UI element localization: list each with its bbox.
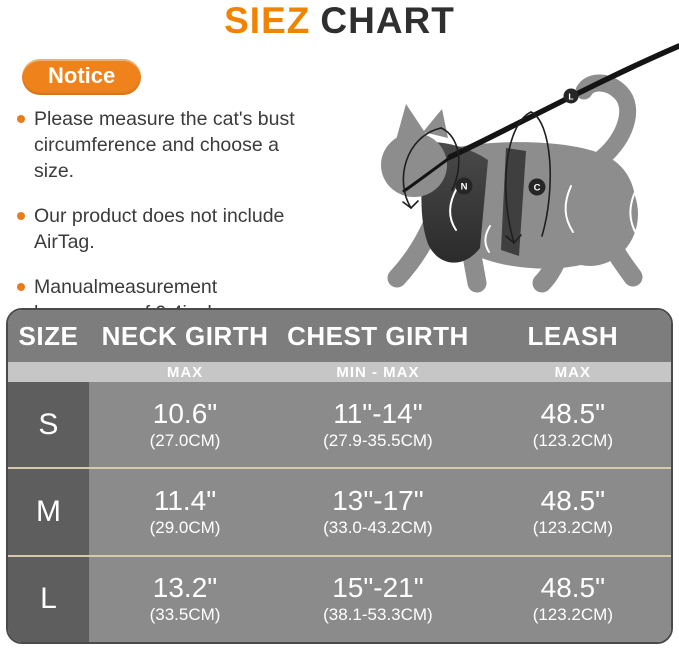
title-highlight: SIEZ xyxy=(224,0,311,41)
bullet-icon xyxy=(17,115,25,123)
table-subheader-row: MAX MIN - MAX MAX xyxy=(8,362,671,382)
leash-marker-label: L xyxy=(568,92,573,102)
neck-girth-cell: 10.6" (27.0CM) xyxy=(89,382,281,467)
value-inches: 13"-17" xyxy=(332,484,424,516)
notice-item: Our product does not include AirTag. xyxy=(16,203,316,255)
measurement-arrows xyxy=(402,111,551,244)
value-cm: (123.2CM) xyxy=(532,517,613,537)
size-chart-table: SIZE NECK GIRTH CHEST GIRTH LEASH MAX MI… xyxy=(6,308,673,644)
neck-marker-icon xyxy=(455,177,473,195)
notice-badge: Notice xyxy=(22,59,142,95)
neck-girth-cell: 11.4" (29.0CM) xyxy=(89,469,281,554)
column-header-neck-girth: NECK GIRTH xyxy=(101,320,269,351)
notice-badge-label: Notice xyxy=(48,63,116,88)
size-cell: S xyxy=(8,382,89,468)
chest-girth-cell: 11"-14" (27.9-35.5CM) xyxy=(281,382,475,467)
bullet-icon xyxy=(17,283,25,291)
leash-cell: 48.5" (123.2CM) xyxy=(475,557,671,642)
value-inches: 15"-21" xyxy=(332,572,424,604)
table-row-size-m: M 11.4" (29.0CM) 13"-17" (33.0-43.2CM) 4… xyxy=(8,467,671,555)
cat-illustration-svg: N C L xyxy=(381,43,679,293)
value-cm: (29.0CM) xyxy=(149,517,221,537)
leash-cell: 48.5" (123.2CM) xyxy=(475,382,671,467)
size-cell: M xyxy=(8,469,89,555)
cat-harness-illustration: N C L xyxy=(338,38,679,304)
subheader-chest-minmax: MIN - MAX xyxy=(336,363,420,381)
chest-girth-cell: 13"-17" (33.0-43.2CM) xyxy=(281,469,475,554)
leash-marker-icon xyxy=(563,88,579,104)
value-cm: (27.0CM) xyxy=(149,430,221,450)
fur-accent-lines xyxy=(449,185,638,253)
subheader-neck-max: MAX xyxy=(166,363,204,381)
value-cm: (27.9-35.5CM) xyxy=(323,430,433,450)
value-inches: 11"-14" xyxy=(333,397,423,429)
leash-neck-line xyxy=(402,155,453,193)
leash-line xyxy=(447,43,679,160)
value-cm: (33.0-43.2CM) xyxy=(323,517,433,537)
notice-item: Please measure the cat's bust circumfere… xyxy=(16,106,316,184)
cat-haunch xyxy=(542,162,638,266)
value-inches: 11.4" xyxy=(153,484,217,516)
value-inches: 48.5" xyxy=(540,484,606,516)
chest-marker-icon xyxy=(528,178,546,196)
title-rest: CHART xyxy=(320,0,455,41)
value-cm: (123.2CM) xyxy=(532,430,613,450)
notice-item-text: Please measure the cat's bust circumfere… xyxy=(34,108,295,182)
size-cell: L xyxy=(8,556,89,642)
chest-girth-cell: 15"-21" (38.1-53.3CM) xyxy=(281,557,475,642)
value-inches: 13.2" xyxy=(152,572,218,604)
value-inches: 48.5" xyxy=(540,397,606,429)
column-header-chest-girth: CHEST GIRTH xyxy=(287,320,469,351)
neck-marker-label: N xyxy=(461,182,468,193)
value-cm: (33.5CM) xyxy=(149,605,221,625)
cat-head xyxy=(381,104,448,197)
table-row-size-s: S 10.6" (27.0CM) 11"-14" (27.9-35.5CM) 4… xyxy=(8,382,671,468)
cat-tail xyxy=(575,74,637,167)
table-row-size-l: L 13.2" (33.5CM) 15"-21" (38.1-53.3CM) 4… xyxy=(8,554,671,642)
value-inches: 10.6" xyxy=(152,397,218,429)
table-header-row: SIZE NECK GIRTH CHEST GIRTH LEASH xyxy=(8,310,671,362)
column-header-size: SIZE xyxy=(18,320,79,351)
bullet-icon xyxy=(17,212,25,220)
notice-item-text: Our product does not include AirTag. xyxy=(34,205,285,253)
neck-girth-cell: 13.2" (33.5CM) xyxy=(89,557,281,642)
leash-cell: 48.5" (123.2CM) xyxy=(475,469,671,554)
value-cm: (123.2CM) xyxy=(532,605,613,625)
value-cm: (38.1-53.3CM) xyxy=(323,605,433,625)
harness-chest-strap xyxy=(501,148,526,256)
page-title: SIEZ CHART xyxy=(0,0,679,42)
value-inches: 48.5" xyxy=(540,572,606,604)
column-header-leash: LEASH xyxy=(527,320,619,351)
chest-marker-label: C xyxy=(534,183,541,194)
markers: N C L xyxy=(455,88,579,196)
subheader-leash-max: MAX xyxy=(554,363,592,381)
